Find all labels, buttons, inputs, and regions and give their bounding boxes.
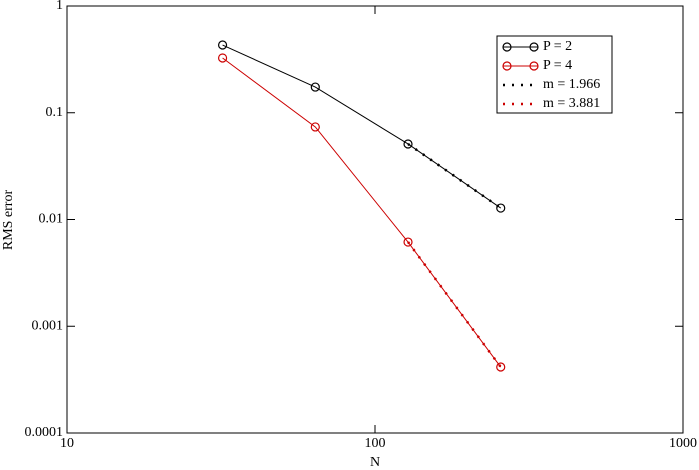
y-tick-label: 0.01 (39, 212, 64, 227)
x-tick-label: 1000 (669, 436, 697, 451)
point-marker (403, 237, 413, 247)
legend-marker (529, 61, 539, 71)
y-tick-label: 0.1 (46, 105, 64, 120)
y-tick-label: 0.001 (32, 318, 64, 333)
legend-label: m = 3.881 (543, 96, 600, 111)
legend-marker (502, 42, 512, 52)
legend-marker (529, 42, 539, 52)
x-tick-label: 100 (365, 436, 386, 451)
y-tick-label: 0.0001 (25, 425, 64, 440)
x-tick-label: 10 (60, 436, 74, 451)
legend-marker (502, 61, 512, 71)
legend-box (496, 35, 613, 114)
point-marker (310, 122, 320, 132)
point-marker (310, 82, 320, 92)
x-axis-label: N (370, 455, 380, 470)
legend-label: m = 1.966 (543, 77, 600, 92)
point-marker (496, 362, 506, 372)
series-line (222, 57, 502, 368)
fit-line (407, 142, 502, 210)
point-marker (217, 53, 228, 63)
point-marker (403, 139, 413, 149)
series-line (222, 44, 502, 209)
legend-label: P = 2 (543, 39, 572, 54)
legend-label: P = 4 (543, 58, 572, 73)
point-marker (217, 40, 228, 50)
y-tick-label: 1 (56, 0, 63, 13)
point-marker (496, 203, 506, 213)
y-axis-label: RMS error (1, 190, 16, 251)
